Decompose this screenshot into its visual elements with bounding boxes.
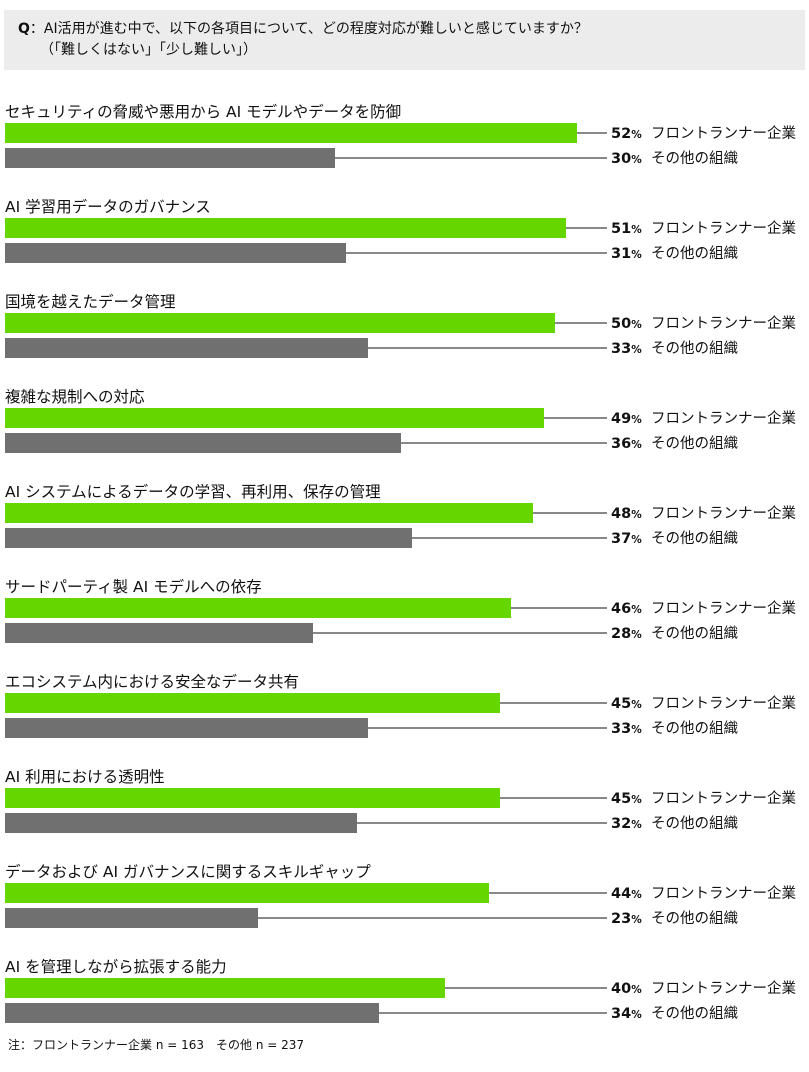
data-label: 45% [611, 696, 642, 712]
frontrunner-bar [5, 883, 489, 903]
category-label: エコシステム内における安全なデータ共有 [5, 672, 299, 691]
question-text: ：AI活用が進む中で、以下の各項目について、どの程度対応が難しいと感じていますか… [29, 21, 588, 37]
series-name-label: その他の組織 [651, 340, 738, 357]
category-label: セキュリティの脅威や悪用から AI モデルやデータを防御 [5, 102, 401, 121]
data-label: 37% [611, 531, 642, 547]
frontrunner-bar [5, 693, 500, 713]
series-name-label: フロントランナー企業 [651, 789, 796, 807]
series-name-label: その他の組織 [651, 245, 738, 262]
series-name-label: フロントランナー企業 [651, 124, 796, 142]
series-name-label: フロントランナー企業 [651, 979, 796, 997]
series-name-label: その他の組織 [651, 910, 738, 927]
others-bar [5, 433, 401, 453]
question-prefix: Q [18, 21, 30, 37]
category-label: AI システムによるデータの学習、再利用、保存の管理 [5, 482, 381, 501]
series-name-label: その他の組織 [651, 625, 738, 642]
others-bar [5, 1003, 379, 1023]
frontrunner-bar [5, 978, 445, 998]
frontrunner-bar [5, 598, 511, 618]
category-label: AI を管理しながら拡張する能力 [5, 958, 227, 976]
category-label: データおよび AI ガバナンスに関するスキルギャップ [5, 862, 371, 881]
series-name-label: フロントランナー企業 [651, 409, 796, 427]
data-label: 48% [611, 506, 642, 522]
series-name-label: フロントランナー企業 [651, 314, 796, 332]
question-box: Q：AI活用が進む中で、以下の各項目について、どの程度対応が難しいと感じています… [4, 10, 805, 70]
data-label: 36% [611, 436, 642, 452]
data-label: 31% [611, 246, 642, 262]
others-bar [5, 623, 313, 643]
data-label: 44% [611, 886, 642, 902]
data-label: 49% [611, 411, 642, 427]
others-bar [5, 148, 335, 168]
others-bar [5, 813, 357, 833]
series-name-label: フロントランナー企業 [651, 599, 796, 617]
sample-size-note: 注：フロントランナー企業 n = 163 その他 n = 237 [8, 1038, 305, 1052]
data-label: 40% [611, 981, 642, 997]
frontrunner-bar [5, 408, 544, 428]
data-label: 33% [611, 341, 642, 357]
data-label: 34% [611, 1006, 642, 1022]
frontrunner-bar [5, 313, 555, 333]
data-label: 50% [611, 316, 642, 332]
series-name-label: その他の組織 [651, 1005, 738, 1022]
category-label: AI 学習用データのガバナンス [5, 197, 211, 216]
category-label: 複雑な規制への対応 [5, 388, 145, 406]
frontrunner-bar [5, 788, 500, 808]
series-name-label: その他の組織 [651, 530, 738, 547]
frontrunner-bar [5, 218, 566, 238]
series-name-label: フロントランナー企業 [651, 884, 796, 902]
data-label: 28% [611, 626, 642, 642]
data-label: 32% [611, 816, 642, 832]
others-bar [5, 718, 368, 738]
series-name-label: その他の組織 [651, 150, 738, 167]
frontrunner-bar [5, 123, 577, 143]
series-name-label: その他の組織 [651, 720, 738, 737]
data-label: 45% [611, 791, 642, 807]
data-label: 23% [611, 911, 642, 927]
data-label: 51% [611, 221, 642, 237]
data-label: 33% [611, 721, 642, 737]
category-label: サードパーティ製 AI モデルへの依存 [5, 577, 262, 596]
series-name-label: フロントランナー企業 [651, 694, 796, 712]
others-bar [5, 908, 258, 928]
series-name-label: その他の組織 [651, 435, 738, 452]
category-label: AI 利用における透明性 [5, 768, 165, 786]
others-bar [5, 338, 368, 358]
frontrunner-bar [5, 503, 533, 523]
category-label: 国境を越えたデータ管理 [5, 292, 176, 311]
data-label: 46% [611, 601, 642, 617]
question-line-2: （「難しくはない」「少し難しい」） [40, 42, 257, 58]
question-line-1: Q：AI活用が進む中で、以下の各項目について、どの程度対応が難しいと感じています… [18, 19, 805, 40]
data-label: 30% [611, 151, 642, 167]
series-name-label: その他の組織 [651, 815, 738, 832]
others-bar [5, 528, 412, 548]
series-name-label: フロントランナー企業 [651, 504, 796, 522]
series-name-label: フロントランナー企業 [651, 219, 796, 237]
others-bar [5, 243, 346, 263]
data-label: 52% [611, 126, 642, 142]
